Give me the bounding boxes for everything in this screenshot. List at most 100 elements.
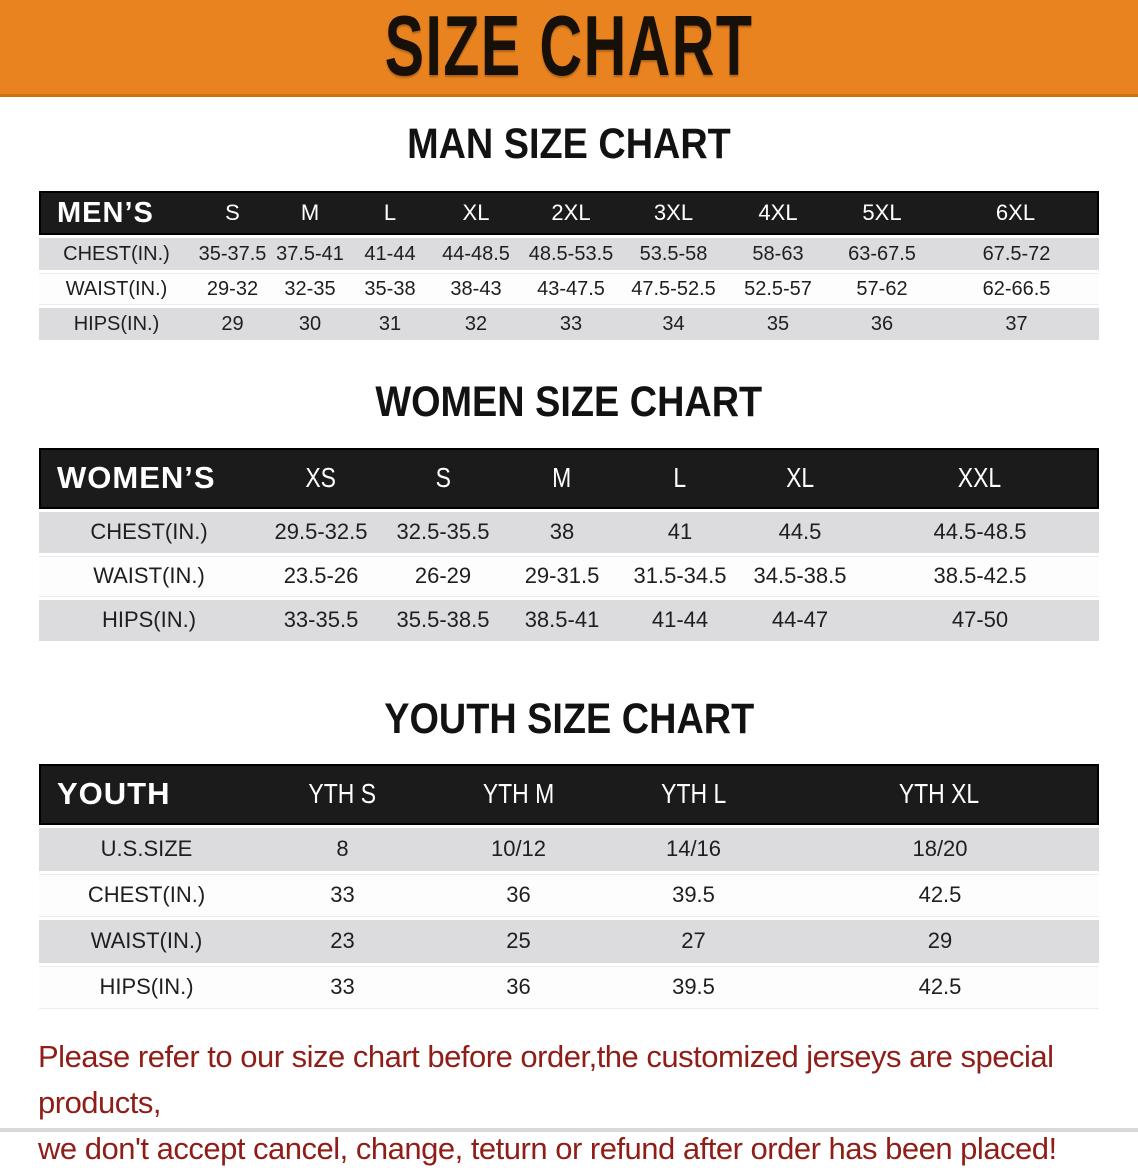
table-row: WAIST(IN.) 29-32 32-35 35-38 38-43 43-47… xyxy=(39,273,1099,306)
size-cell: 29-31.5 xyxy=(503,555,621,597)
table-row: WAIST(IN.) 23 25 27 29 xyxy=(39,919,1099,963)
size-column-header: XS xyxy=(259,447,383,509)
row-label: U.S.SIZE xyxy=(39,827,254,871)
size-column-header: YTH XL xyxy=(781,763,1099,825)
row-label: WAIST(IN.) xyxy=(39,919,254,963)
size-cell: 52.5-57 xyxy=(726,273,830,306)
size-cell: 44.5-48.5 xyxy=(861,511,1099,553)
size-column-header: L xyxy=(349,191,431,236)
size-cell: 26-29 xyxy=(383,555,503,597)
size-cell: 38-43 xyxy=(431,273,521,306)
table-row: WAIST(IN.) 23.5-26 26-29 29-31.5 31.5-34… xyxy=(39,555,1099,597)
table-row: U.S.SIZE 8 10/12 14/16 18/20 xyxy=(39,827,1099,871)
size-column-header: YTH L xyxy=(606,763,781,825)
disclaimer-line-1: Please refer to our size chart before or… xyxy=(38,1038,1054,1120)
size-cell: 23 xyxy=(254,919,431,963)
size-cell: 32 xyxy=(431,308,521,341)
size-cell: 33 xyxy=(521,308,621,341)
size-cell: 14/16 xyxy=(606,827,781,871)
size-column-header: XL xyxy=(431,191,521,236)
men-group-label: MEN’S xyxy=(39,191,194,236)
size-column-header: 4XL xyxy=(726,191,830,236)
man-section-heading: MAN SIZE CHART xyxy=(407,120,731,168)
size-cell: 41-44 xyxy=(621,599,739,641)
size-cell: 48.5-53.5 xyxy=(521,238,621,271)
row-label: HIPS(IN.) xyxy=(39,599,259,641)
size-cell: 29.5-32.5 xyxy=(259,511,383,553)
disclaimer-line-2: we don't accept cancel, change, teturn o… xyxy=(38,1130,1057,1166)
size-column-header: 5XL xyxy=(830,191,934,236)
size-cell: 10/12 xyxy=(431,827,606,871)
size-cell: 62-66.5 xyxy=(934,273,1099,306)
size-cell: 41-44 xyxy=(349,238,431,271)
size-cell: 34.5-38.5 xyxy=(739,555,861,597)
size-column-header: 6XL xyxy=(934,191,1099,236)
size-cell: 39.5 xyxy=(606,965,781,1009)
women-group-label: WOMEN’S xyxy=(39,447,259,509)
size-cell: 32.5-35.5 xyxy=(383,511,503,553)
size-cell: 36 xyxy=(830,308,934,341)
size-cell: 33 xyxy=(254,965,431,1009)
size-column-header: 2XL xyxy=(521,191,621,236)
size-cell: 41 xyxy=(621,511,739,553)
size-column-header: 3XL xyxy=(621,191,726,236)
size-cell: 36 xyxy=(431,965,606,1009)
youth-section-heading: YOUTH SIZE CHART xyxy=(383,694,754,743)
size-cell: 18/20 xyxy=(781,827,1099,871)
size-cell: 35.5-38.5 xyxy=(383,599,503,641)
size-cell: 31.5-34.5 xyxy=(621,555,739,597)
table-row: CHEST(IN.) 33 36 39.5 42.5 xyxy=(39,873,1099,917)
row-label: CHEST(IN.) xyxy=(39,873,254,917)
table-row: HIPS(IN.) 33 36 39.5 42.5 xyxy=(39,965,1099,1009)
size-cell: 44.5 xyxy=(739,511,861,553)
size-cell: 35 xyxy=(726,308,830,341)
size-cell: 38.5-42.5 xyxy=(861,555,1099,597)
size-cell: 58-63 xyxy=(726,238,830,271)
youth-group-label: YOUTH xyxy=(39,763,254,825)
size-cell: 29 xyxy=(781,919,1099,963)
size-cell: 38.5-41 xyxy=(503,599,621,641)
size-cell: 36 xyxy=(431,873,606,917)
size-column-header: YTH M xyxy=(431,763,606,825)
disclaimer: Please refer to our size chart before or… xyxy=(38,1034,1108,1172)
size-cell: 32-35 xyxy=(271,273,349,306)
row-label: HIPS(IN.) xyxy=(39,965,254,1009)
size-chart-banner: SIZE CHART xyxy=(0,0,1138,97)
men-size-table: MEN’S S M L XL 2XL 3XL 4XL 5XL 6XL CHEST… xyxy=(39,188,1099,343)
size-cell: 43-47.5 xyxy=(521,273,621,306)
size-cell: 67.5-72 xyxy=(934,238,1099,271)
size-cell: 42.5 xyxy=(781,873,1099,917)
size-cell: 29 xyxy=(194,308,271,341)
size-cell: 34 xyxy=(621,308,726,341)
size-cell: 38 xyxy=(503,511,621,553)
size-column-header: S xyxy=(383,447,503,509)
size-cell: 53.5-58 xyxy=(621,238,726,271)
size-cell: 37.5-41 xyxy=(271,238,349,271)
women-header-row: WOMEN’S XS S M L XL XXL xyxy=(39,447,1099,509)
size-cell: 30 xyxy=(271,308,349,341)
youth-header-row: YOUTH YTH S YTH M YTH L YTH XL xyxy=(39,763,1099,825)
size-cell: 39.5 xyxy=(606,873,781,917)
size-cell: 33 xyxy=(254,873,431,917)
size-column-header: S xyxy=(194,191,271,236)
row-label: WAIST(IN.) xyxy=(39,273,194,306)
row-label: HIPS(IN.) xyxy=(39,308,194,341)
women-size-table: WOMEN’S XS S M L XL XXL CHEST(IN.) 29.5-… xyxy=(39,445,1099,644)
size-cell: 8 xyxy=(254,827,431,871)
size-column-header: XL xyxy=(739,447,861,509)
size-column-header: YTH S xyxy=(254,763,431,825)
size-cell: 25 xyxy=(431,919,606,963)
size-cell: 37 xyxy=(934,308,1099,341)
size-cell: 35-38 xyxy=(349,273,431,306)
row-label: CHEST(IN.) xyxy=(39,238,194,271)
table-row: HIPS(IN.) 33-35.5 35.5-38.5 38.5-41 41-4… xyxy=(39,599,1099,641)
size-cell: 57-62 xyxy=(830,273,934,306)
table-row: CHEST(IN.) 35-37.5 37.5-41 41-44 44-48.5… xyxy=(39,238,1099,271)
size-cell: 33-35.5 xyxy=(259,599,383,641)
banner-title: SIZE CHART xyxy=(384,0,754,94)
bottom-edge-strip xyxy=(0,1128,1138,1132)
size-column-header: M xyxy=(271,191,349,236)
size-cell: 63-67.5 xyxy=(830,238,934,271)
size-cell: 29-32 xyxy=(194,273,271,306)
table-row: CHEST(IN.) 29.5-32.5 32.5-35.5 38 41 44.… xyxy=(39,511,1099,553)
